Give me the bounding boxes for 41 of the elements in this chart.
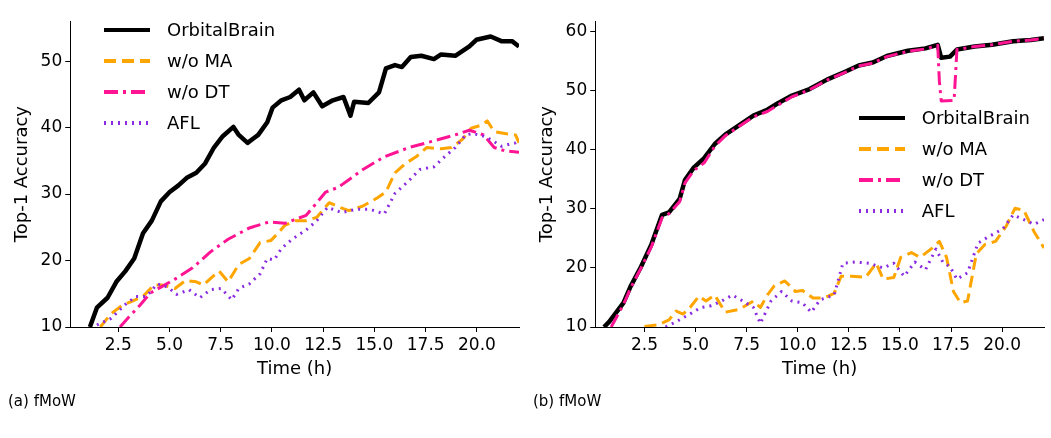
x-axis-title: Time (h) bbox=[781, 356, 858, 378]
legend-label: OrbitalBrain bbox=[167, 18, 276, 42]
y-axis-title: Top-1 Accuracy bbox=[10, 105, 32, 244]
y-tick-label: 30 bbox=[40, 182, 63, 203]
legend-label: w/o MA bbox=[167, 49, 233, 73]
x-tick-label: 10.0 bbox=[253, 333, 291, 354]
y-tick-label: 10 bbox=[40, 315, 63, 336]
legend-label: w/o DT bbox=[921, 168, 985, 192]
y-tick-label: 50 bbox=[565, 79, 588, 100]
x-tick-label: 5.0 bbox=[155, 333, 183, 354]
y-tick-label: 40 bbox=[40, 115, 63, 136]
y-tick-label: 40 bbox=[565, 138, 588, 159]
legend-label: AFL bbox=[167, 111, 200, 135]
x-tick-label: 10.0 bbox=[778, 333, 817, 354]
x-tick-label: 7.5 bbox=[733, 333, 761, 354]
x-tick-label: 20.0 bbox=[458, 333, 496, 354]
y-tick-label: 10 bbox=[565, 315, 588, 336]
x-tick-label: 15.0 bbox=[881, 333, 919, 354]
x-tick-label: 12.5 bbox=[829, 333, 868, 354]
y-tick-label: 50 bbox=[40, 49, 63, 70]
legend-label: w/o DT bbox=[167, 80, 230, 104]
legend-label: w/o MA bbox=[921, 137, 988, 161]
x-tick-label: 17.5 bbox=[406, 333, 445, 354]
x-tick-label: 20.0 bbox=[983, 333, 1022, 354]
legend-label: AFL bbox=[921, 199, 955, 223]
y-tick-label: 20 bbox=[40, 248, 63, 269]
x-tick-label: 17.5 bbox=[932, 333, 970, 354]
x-tick-label: 15.0 bbox=[355, 333, 394, 354]
y-tick-label: 30 bbox=[565, 197, 588, 218]
x-tick-label: 12.5 bbox=[304, 333, 343, 354]
y-tick-label: 20 bbox=[565, 256, 588, 277]
x-axis-title: Time (h) bbox=[256, 356, 333, 378]
x-tick-label: 2.5 bbox=[630, 333, 659, 354]
legend-label: OrbitalBrain bbox=[921, 106, 1030, 130]
y-tick-label: 60 bbox=[565, 20, 588, 41]
x-tick-label: 2.5 bbox=[104, 333, 132, 354]
text: (a) fMoW bbox=[8, 392, 77, 410]
x-tick-label: 5.0 bbox=[682, 333, 710, 354]
text: (b) fMoW bbox=[533, 392, 603, 410]
y-axis-title: Top-1 Accuracy bbox=[535, 105, 557, 244]
x-tick-label: 7.5 bbox=[207, 333, 235, 354]
